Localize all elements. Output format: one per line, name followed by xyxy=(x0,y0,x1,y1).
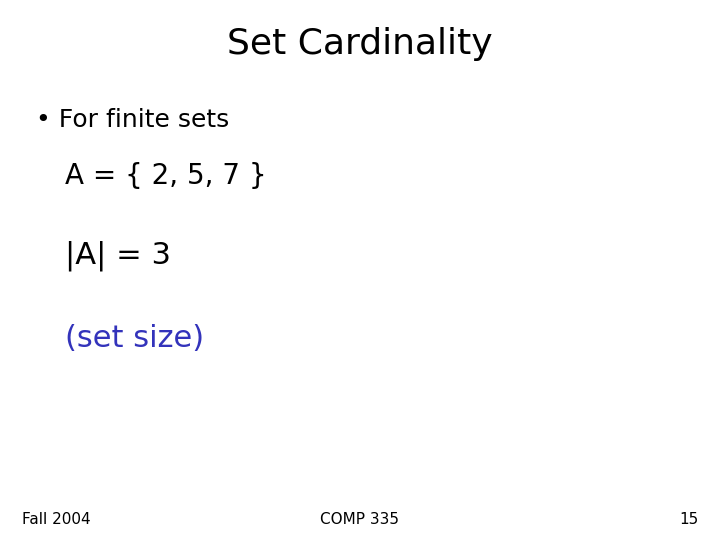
Text: (set size): (set size) xyxy=(65,324,204,353)
Text: A = { 2, 5, 7 }: A = { 2, 5, 7 } xyxy=(65,162,266,190)
Text: COMP 335: COMP 335 xyxy=(320,511,400,526)
Text: |A| = 3: |A| = 3 xyxy=(65,240,171,271)
Text: Set Cardinality: Set Cardinality xyxy=(228,27,492,61)
Text: Fall 2004: Fall 2004 xyxy=(22,511,90,526)
Text: 15: 15 xyxy=(679,511,698,526)
Text: • For finite sets: • For finite sets xyxy=(36,108,229,132)
